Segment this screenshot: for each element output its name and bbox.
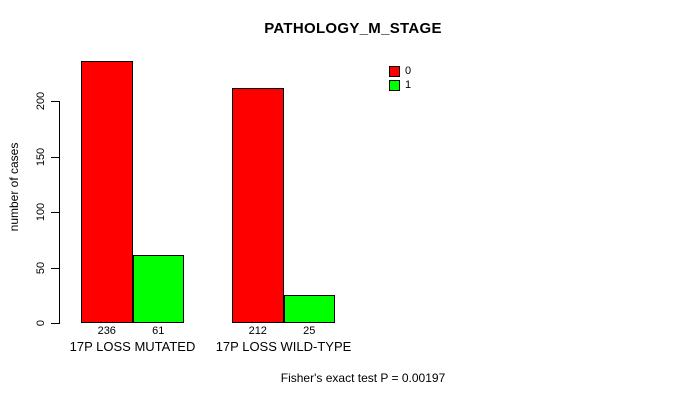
bar-value-label: 61: [152, 325, 165, 337]
bar-value-label: 212: [248, 325, 267, 337]
bar-0-0: [81, 61, 133, 323]
footnote: Fisher's exact test P = 0.00197: [280, 371, 446, 385]
y-tick: [51, 212, 59, 213]
y-axis-line: [59, 101, 60, 324]
category-label: 17P LOSS WILD-TYPE: [215, 339, 352, 354]
y-tick-label: 0: [35, 319, 47, 327]
legend-swatch-green: [389, 80, 400, 91]
legend: 0 1: [389, 66, 411, 94]
chart-title: PATHOLOGY_M_STAGE: [264, 20, 442, 37]
category-label: 17P LOSS MUTATED: [69, 339, 196, 354]
legend-label-1: 1: [405, 79, 412, 91]
y-tick: [51, 323, 59, 324]
y-tick-label: 100: [35, 202, 47, 222]
y-tick: [51, 156, 59, 158]
bar-0-1: [232, 87, 284, 323]
bar-value-label: 25: [303, 325, 316, 337]
bar-value-label: 236: [97, 325, 116, 337]
legend-item-1: 1: [389, 80, 411, 91]
y-tick-label: 200: [35, 91, 47, 111]
y-tick-label: 50: [35, 261, 47, 274]
bar-1-1: [283, 295, 335, 323]
bar-1-0: [132, 255, 184, 323]
y-tick: [51, 101, 59, 102]
y-tick-label: 150: [35, 147, 47, 166]
legend-item-0: 0: [389, 66, 411, 77]
y-tick: [51, 267, 59, 269]
legend-swatch-red: [389, 66, 400, 77]
legend-label-0: 0: [405, 65, 412, 77]
